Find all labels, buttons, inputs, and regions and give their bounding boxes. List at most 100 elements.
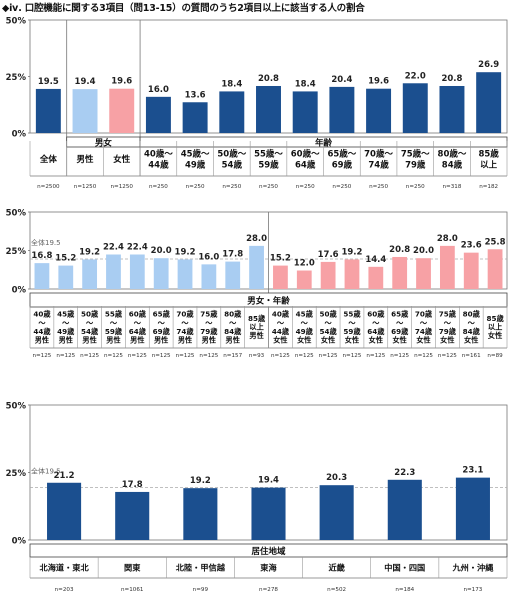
p2-x-tick-label: 男性: [105, 335, 120, 344]
p1-data-label: 26.9: [478, 60, 499, 70]
p2-bar: [416, 258, 431, 289]
p2-n-label: n=93: [249, 353, 265, 359]
p2-bar: [439, 245, 455, 289]
p2-data-label: 20.0: [151, 246, 172, 256]
p2-data-label: 28.0: [437, 234, 458, 244]
p2-bar: [129, 254, 145, 289]
p1-bar: [72, 89, 98, 133]
p2-x-tick-label: 74歳: [176, 327, 194, 336]
p2-x-tick-label: 84歳: [224, 327, 242, 336]
p3-y-tick-label: 0%: [12, 537, 27, 547]
p2-x-tick-label: 男性: [129, 335, 144, 344]
p2-bar: [249, 245, 264, 289]
p2-x-tick-label: ～: [444, 318, 452, 327]
p1-x-tick-label: 40歳～: [144, 148, 173, 159]
p2-bar: [296, 270, 312, 289]
p3-data-label: 20.3: [326, 473, 347, 483]
p1-x-tick-label: 64歳: [295, 159, 316, 170]
p1-y-tick-label: 50%: [6, 17, 27, 27]
p1-bar: [219, 91, 245, 133]
p2-bar: [320, 261, 336, 289]
p2-x-tick-label: 男性: [248, 331, 263, 340]
p1-data-label: 18.4: [295, 79, 316, 89]
p3-n-label: n=184: [395, 587, 414, 593]
p2-x-tick-label: ～: [396, 318, 404, 327]
p2-n-label: n=125: [366, 353, 385, 359]
p2-x-tick-label: ～: [158, 318, 166, 327]
p1-x-tick-label: 60歳～: [291, 148, 320, 159]
p2-n-label: n=125: [176, 353, 195, 359]
p1-bar: [109, 88, 135, 133]
p1-bar: [366, 88, 392, 133]
p2-n-label: n=125: [343, 353, 362, 359]
p2-y-tick-label: 25%: [6, 247, 27, 257]
p1-x-tick-label: 75歳～: [401, 148, 430, 159]
p1-x-tick-label: 男性: [77, 154, 95, 165]
p2-data-label: 22.4: [103, 243, 124, 253]
p2-x-tick-label: 40歳: [33, 310, 51, 319]
p1-n-label: n=250: [332, 184, 351, 190]
p2-x-tick-label: 女性: [297, 335, 311, 344]
p3-data-label: 23.1: [462, 466, 483, 476]
p2-n-label: n=125: [319, 353, 338, 359]
p3-y-tick-label: 50%: [6, 402, 27, 412]
p3-data-label: 19.4: [258, 476, 279, 486]
p3-bar: [183, 488, 218, 540]
p3-x-tick-label: 近畿: [328, 563, 345, 573]
p3-group-band: [29, 543, 508, 558]
p2-n-label: n=125: [56, 353, 75, 359]
p1-data-label: 20.8: [258, 74, 279, 84]
p2-x-tick-label: 男性: [58, 335, 73, 344]
p2-x-tick-label: 女性: [488, 331, 502, 340]
p2-n-label: n=125: [295, 353, 314, 359]
p2-x-tick-label: 45歳: [57, 310, 75, 319]
p3-x-tick-label: 北海道・東北: [40, 563, 90, 573]
p2-x-tick-label: 男性: [153, 335, 168, 344]
p3-n-label: n=502: [327, 587, 346, 593]
p2-data-label: 23.6: [461, 241, 482, 251]
p2-n-label: n=125: [104, 353, 123, 359]
p3-bar: [47, 482, 82, 540]
p2-x-tick-label: ～: [277, 318, 285, 327]
p2-n-label: n=157: [223, 353, 242, 359]
p2-n-label: n=125: [438, 353, 457, 359]
p1-bar: [329, 86, 355, 133]
p2-n-label: n=125: [271, 353, 290, 359]
p2-x-tick-label: 84歳: [463, 327, 481, 336]
p2-bar: [344, 259, 360, 289]
p3-data-label: 21.2: [54, 471, 75, 481]
p2-x-tick-label: 69歳: [153, 327, 171, 336]
p2-x-tick-label: ～: [372, 318, 380, 327]
p3-n-label: n=278: [259, 587, 278, 593]
p2-data-label: 16.0: [198, 252, 219, 262]
p2-n-label: n=125: [199, 353, 218, 359]
p2-x-tick-label: ～: [348, 318, 356, 327]
p2-x-tick-label: ～: [38, 318, 46, 327]
p1-data-label: 18.4: [221, 79, 242, 89]
p2-x-tick-label: 女性: [464, 335, 478, 344]
p1-n-label: n=1250: [74, 184, 97, 190]
p2-x-tick-label: 55歳: [105, 310, 123, 319]
p1-x-tick-label: 85歳: [478, 148, 499, 159]
p3-x-tick-label: 北陸・甲信越: [176, 563, 226, 573]
p2-x-tick-label: 女性: [321, 335, 335, 344]
p1-x-tick-label: 以上: [480, 159, 498, 170]
p2-x-tick-label: 75歳: [200, 310, 218, 319]
p2-bar: [487, 249, 503, 289]
p1-bar: [35, 88, 61, 133]
p2-data-label: 16.8: [31, 251, 52, 261]
p2-x-tick-label: 65歳: [153, 310, 171, 319]
p1-x-tick-label: 69歳: [332, 159, 353, 170]
p2-x-tick-label: ～: [134, 318, 142, 327]
p2-n-label: n=125: [152, 353, 171, 359]
p1-x-tick-label: 70歳～: [364, 148, 393, 159]
p1-data-label: 22.0: [405, 71, 426, 81]
p2-bar: [153, 258, 169, 289]
p2-x-tick-label: 70歳: [176, 310, 194, 319]
p2-x-tick-label: 79歳: [200, 327, 218, 336]
p2-x-tick-label: 44歳: [33, 327, 51, 336]
p2-data-label: 25.8: [485, 237, 506, 247]
p1-x-tick-label: 74歳: [368, 159, 389, 170]
p1-n-label: n=318: [443, 184, 462, 190]
